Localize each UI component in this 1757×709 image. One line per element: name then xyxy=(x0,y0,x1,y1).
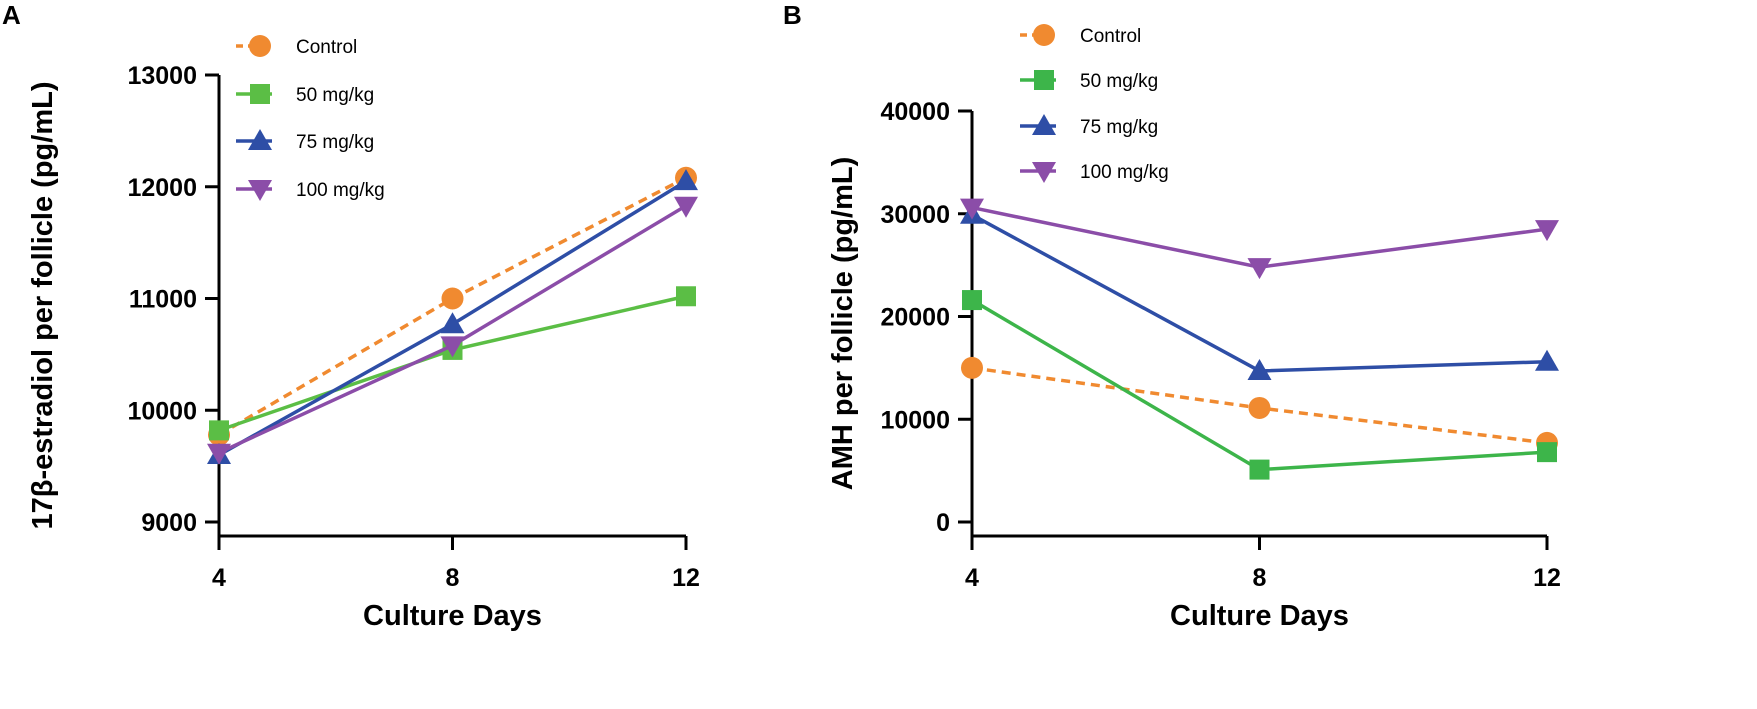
data-point xyxy=(209,420,229,441)
legend-marker xyxy=(248,180,272,201)
legend-marker xyxy=(1033,24,1055,46)
legend-marker xyxy=(1032,162,1056,183)
panel-letter: B xyxy=(783,0,802,30)
data-point xyxy=(960,198,984,220)
x-tick-label: 12 xyxy=(1533,564,1561,592)
legend-item: Control xyxy=(236,35,357,58)
y-tick-label: 12000 xyxy=(127,174,197,202)
legend-marker xyxy=(249,35,271,57)
y-tick-label: 10000 xyxy=(880,406,950,434)
data-point xyxy=(1249,459,1270,480)
x-tick-label: 8 xyxy=(1253,564,1267,592)
data-point xyxy=(962,290,982,311)
legend-item: 100 mg/kg xyxy=(1020,162,1169,183)
legend-item: Control xyxy=(1020,24,1141,47)
legend-item: 75 mg/kg xyxy=(236,129,374,153)
legend-label: 100 mg/kg xyxy=(296,180,385,201)
y-tick-label: 20000 xyxy=(880,304,950,332)
legend-label: Control xyxy=(296,37,357,58)
x-axis-title: Culture Days xyxy=(363,600,542,632)
data-point xyxy=(674,196,698,218)
data-point xyxy=(440,336,465,358)
y-tick-label: 10000 xyxy=(127,397,197,425)
y-tick-label: 11000 xyxy=(129,286,197,314)
y-tick-label: 13000 xyxy=(127,62,197,90)
panel-letter: A xyxy=(2,0,21,30)
panel-a: A 9000 10000 11000 12000 13000 4 8 12 Culture Day… xyxy=(2,0,700,632)
data-point xyxy=(440,312,465,334)
legend-label: Control xyxy=(1080,26,1141,47)
data-point xyxy=(676,286,696,307)
x-axis-title: Culture Days xyxy=(1170,600,1349,632)
x-tick-label: 8 xyxy=(446,564,460,592)
data-point xyxy=(1247,358,1272,380)
legend-item: 100 mg/kg xyxy=(236,180,385,201)
legend-label: 100 mg/kg xyxy=(1080,162,1169,183)
legend-marker xyxy=(248,129,272,150)
legend-marker xyxy=(250,84,270,104)
y-axis-title: AMH per follicle (pg/mL) xyxy=(827,157,859,491)
data-point xyxy=(1535,349,1559,371)
data-point xyxy=(1537,442,1557,463)
legend-label: 50 mg/kg xyxy=(1080,71,1158,92)
x-tick-label: 4 xyxy=(212,564,226,592)
y-tick-label: 0 xyxy=(936,509,950,537)
legend-label: 50 mg/kg xyxy=(296,85,374,106)
series-line xyxy=(971,213,1548,373)
legend-item: 75 mg/kg xyxy=(1020,114,1158,138)
data-point xyxy=(1247,258,1272,280)
x-tick-label: 4 xyxy=(965,564,979,592)
legend-marker xyxy=(1032,114,1056,135)
legend-item: 50 mg/kg xyxy=(236,84,374,106)
legend-marker xyxy=(1034,70,1054,90)
data-point xyxy=(1535,220,1559,242)
x-tick-label: 12 xyxy=(672,564,700,592)
panel-b: B 0 10000 20000 30000 40000 4 8 12 Culture Days AM… xyxy=(783,0,1561,632)
legend-item: 50 mg/kg xyxy=(1020,70,1158,92)
data-point xyxy=(207,443,231,465)
y-tick-label: 40000 xyxy=(880,98,950,126)
data-point xyxy=(674,169,698,191)
data-point xyxy=(1248,396,1271,419)
y-tick-label: 30000 xyxy=(880,201,950,229)
data-point xyxy=(961,356,983,379)
data-point xyxy=(441,287,464,310)
legend-label: 75 mg/kg xyxy=(296,132,374,153)
y-axis-title: 17β-estradiol per follicle (pg/mL) xyxy=(27,82,59,530)
series-line xyxy=(971,298,1548,472)
legend-label: 75 mg/kg xyxy=(1080,117,1158,138)
y-tick-label: 9000 xyxy=(141,509,197,537)
